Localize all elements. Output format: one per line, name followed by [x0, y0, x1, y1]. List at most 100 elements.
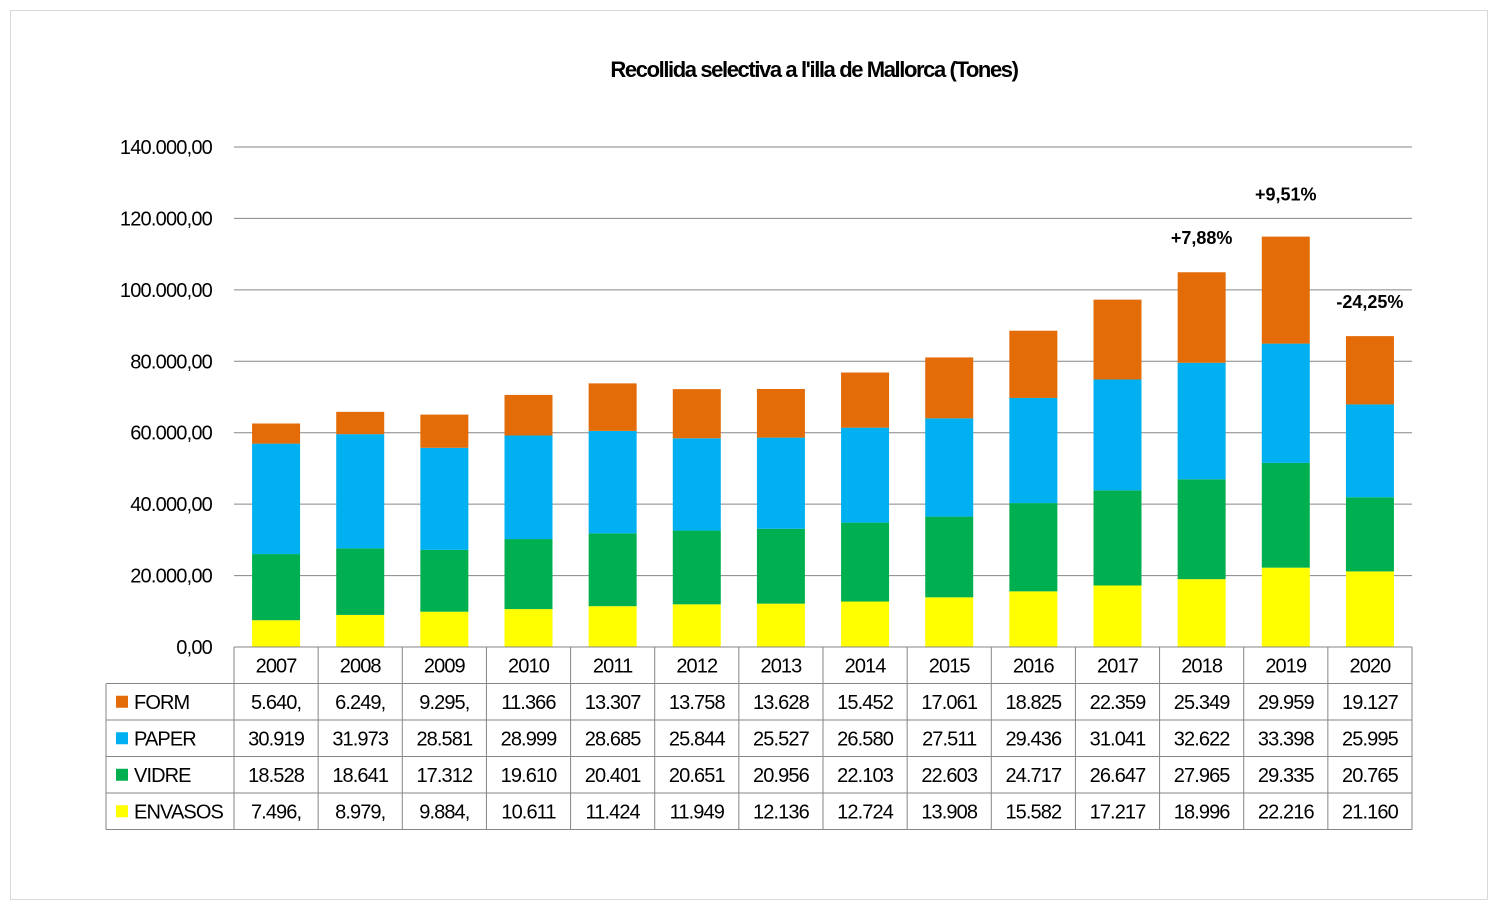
x-tick-label: 2018 — [1181, 655, 1223, 677]
x-tick-label: 2019 — [1265, 655, 1307, 677]
change-annotation: +7,88% — [1171, 228, 1233, 248]
table-cell-vidre: 20.401 — [585, 765, 642, 787]
table-cell-vidre: 24.717 — [1005, 765, 1062, 787]
bar-paper — [588, 430, 637, 534]
y-tick-label: 40.000,00 — [130, 494, 212, 516]
y-tick-label: 140.000,00 — [120, 137, 213, 159]
bar-vidre — [252, 554, 301, 621]
table-cell-envasos: 22.216 — [1258, 801, 1315, 823]
bar-envasos — [756, 603, 805, 647]
table-cell-form: 18.825 — [1005, 692, 1062, 714]
table-cell-paper: 31.973 — [332, 728, 389, 750]
bar-vidre — [1177, 479, 1226, 580]
table-cell-envasos: 7.496, — [251, 801, 301, 823]
table-cell-envasos: 21.160 — [1342, 801, 1399, 823]
bar-paper — [336, 434, 385, 549]
bar-paper — [504, 435, 553, 540]
bar-form — [336, 411, 385, 435]
y-tick-label: 0,00 — [176, 637, 212, 659]
bar-paper — [925, 418, 974, 517]
bar-envasos — [1009, 591, 1058, 647]
change-annotation: -24,25% — [1336, 292, 1403, 312]
bar-vidre — [1093, 490, 1142, 586]
bar-paper — [841, 427, 890, 523]
table-cell-form: 13.628 — [753, 692, 810, 714]
legend-swatch-form — [116, 695, 128, 708]
bar-vidre — [672, 530, 721, 605]
x-tick-label: 2014 — [845, 655, 887, 677]
bar-paper — [1177, 362, 1226, 480]
table-cell-form: 6.249, — [335, 692, 385, 714]
table-cell-envasos: 11.424 — [585, 801, 640, 823]
table-cell-vidre: 20.765 — [1342, 765, 1399, 787]
bar-form — [420, 414, 469, 448]
table-cell-paper: 29.436 — [1005, 728, 1062, 750]
table-cell-paper: 33.398 — [1258, 728, 1315, 750]
x-tick-label: 2016 — [1013, 655, 1055, 677]
table-cell-form: 17.061 — [921, 692, 978, 714]
bar-envasos — [588, 606, 637, 647]
bar-form — [504, 394, 553, 436]
x-tick-label: 2012 — [676, 655, 718, 677]
bar-form — [1177, 272, 1226, 363]
table-cell-paper: 32.622 — [1174, 728, 1231, 750]
legend-label-paper: PAPER — [134, 728, 196, 750]
bar-envasos — [672, 604, 721, 647]
y-tick-label: 20.000,00 — [130, 566, 212, 588]
legend-swatch-envasos — [116, 805, 128, 818]
table-cell-vidre: 19.610 — [501, 765, 558, 787]
legend-label-envasos: ENVASOS — [134, 801, 223, 823]
table-cell-form: 11.366 — [501, 692, 556, 714]
table-cell-envasos: 12.136 — [753, 801, 810, 823]
table-cell-form: 13.758 — [669, 692, 726, 714]
bar-paper — [672, 438, 721, 531]
bar-paper — [252, 443, 301, 555]
bar-form — [1261, 236, 1310, 344]
bar-paper — [756, 437, 805, 529]
bar-envasos — [925, 597, 974, 647]
table-cell-paper: 28.581 — [416, 728, 473, 750]
bar-form — [841, 372, 890, 428]
table-cell-paper: 25.527 — [753, 728, 810, 750]
bar-vidre — [841, 522, 890, 602]
table-cell-paper: 25.995 — [1342, 728, 1399, 750]
x-tick-label: 2011 — [593, 655, 633, 677]
bar-paper — [1009, 397, 1058, 504]
bar-envasos — [420, 611, 469, 647]
table-cell-form: 15.452 — [837, 692, 894, 714]
x-tick-label: 2017 — [1097, 655, 1139, 677]
table-cell-paper: 30.919 — [248, 728, 305, 750]
table-cell-vidre: 29.335 — [1258, 765, 1315, 787]
bar-envasos — [336, 614, 385, 647]
legend-swatch-vidre — [116, 768, 128, 781]
y-tick-label: 60.000,00 — [130, 423, 212, 445]
bar-form — [1345, 336, 1394, 405]
table-cell-paper: 31.041 — [1090, 728, 1147, 750]
legend-swatch-paper — [116, 732, 128, 745]
table-cell-vidre: 20.651 — [669, 765, 726, 787]
bar-envasos — [1177, 579, 1226, 647]
bar-vidre — [504, 539, 553, 610]
bar-form — [672, 389, 721, 439]
bar-envasos — [1093, 585, 1142, 647]
bar-form — [588, 383, 637, 431]
bar-form — [1009, 330, 1058, 398]
x-tick-label: 2020 — [1349, 655, 1391, 677]
bar-envasos — [1261, 567, 1310, 647]
bar-vidre — [420, 549, 469, 612]
x-tick-label: 2007 — [256, 655, 298, 677]
table-cell-form: 5.640, — [251, 692, 301, 714]
table-cell-form: 19.127 — [1342, 692, 1399, 714]
bar-paper — [1093, 379, 1142, 491]
y-tick-label: 120.000,00 — [120, 208, 213, 230]
table-cell-paper: 28.685 — [585, 728, 642, 750]
table-cell-vidre: 18.528 — [248, 765, 305, 787]
bar-envasos — [504, 609, 553, 647]
change-annotation: +9,51% — [1255, 185, 1317, 205]
table-cell-envasos: 17.217 — [1090, 801, 1147, 823]
bar-envasos — [1345, 571, 1394, 647]
table-cell-vidre: 27.965 — [1174, 765, 1231, 787]
table-cell-paper: 25.844 — [669, 728, 726, 750]
bar-paper — [1345, 404, 1394, 498]
